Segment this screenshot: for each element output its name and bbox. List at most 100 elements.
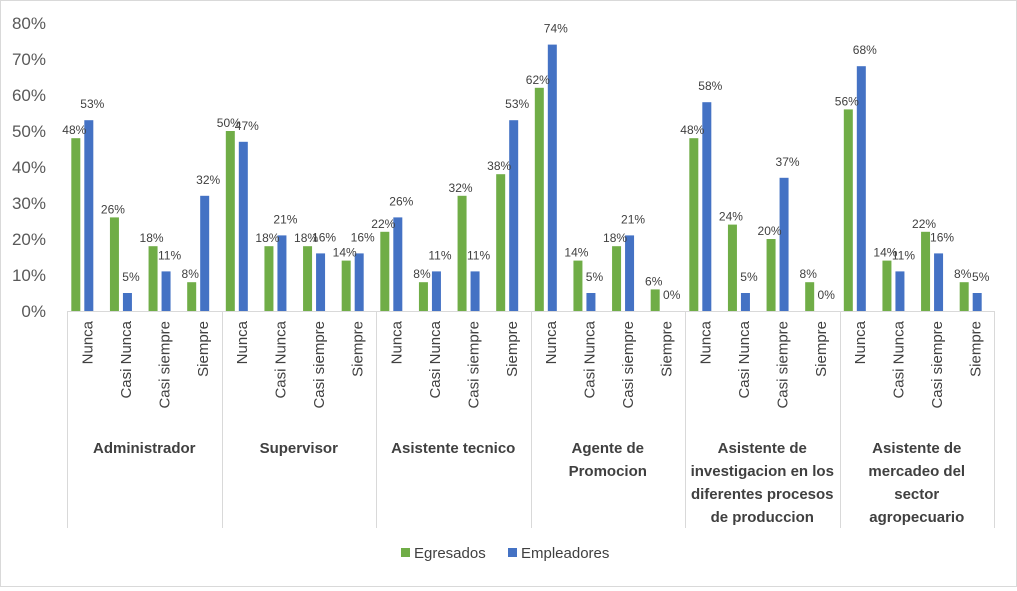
data-label: 48% bbox=[680, 123, 704, 137]
data-label: 22% bbox=[912, 217, 936, 231]
data-label: 18% bbox=[603, 231, 627, 245]
y-tick-label: 50% bbox=[12, 122, 46, 141]
bar-egresados bbox=[496, 174, 506, 311]
x-category-label: Casi Nunca bbox=[427, 320, 444, 398]
data-label: 5% bbox=[586, 270, 604, 284]
data-label: 32% bbox=[449, 181, 473, 195]
bar-egresados bbox=[882, 260, 892, 311]
data-label: 5% bbox=[740, 270, 758, 284]
x-category-label: Casi siempre bbox=[775, 321, 792, 409]
x-group-label: sector bbox=[894, 486, 939, 503]
data-label: 0% bbox=[663, 288, 681, 302]
bar-empleadores bbox=[277, 235, 287, 311]
data-label: 6% bbox=[645, 274, 663, 288]
bar-empleadores bbox=[431, 271, 441, 311]
data-label: 47% bbox=[235, 119, 259, 133]
bar-empleadores bbox=[161, 271, 171, 311]
y-tick-label: 70% bbox=[12, 50, 46, 69]
data-labels: 48% 26% 18% 8% 50% 18% 18% 14% 22% 8% 32% 38% 62% 14%… bbox=[62, 22, 989, 302]
x-category-label: Nunca bbox=[543, 320, 560, 364]
bar-empleadores bbox=[316, 253, 326, 311]
bar-empleadores bbox=[200, 195, 210, 311]
data-label: 53% bbox=[505, 97, 529, 111]
data-label: 5% bbox=[122, 270, 140, 284]
bar-empleadores bbox=[934, 253, 944, 311]
bar-empleadores bbox=[547, 44, 557, 311]
data-label: 50% bbox=[217, 116, 241, 130]
data-label: 53% bbox=[80, 97, 104, 111]
y-axis: 0% 10% 20% 30% 40% 50% 60% 70% 80% bbox=[12, 14, 46, 321]
legend-swatch-empleadores bbox=[508, 548, 517, 557]
x-category-label: Siempre bbox=[350, 321, 367, 377]
x-category-label: Casi siempre bbox=[929, 321, 946, 409]
bar-egresados bbox=[921, 231, 931, 311]
data-label: 56% bbox=[835, 94, 859, 108]
bar-empleadores bbox=[856, 66, 866, 311]
x-group-label: Supervisor bbox=[260, 440, 339, 457]
bar-egresados bbox=[148, 246, 158, 311]
data-label: 16% bbox=[930, 230, 954, 244]
data-label: 58% bbox=[698, 79, 722, 93]
bar-egresados bbox=[380, 231, 390, 311]
x-group-label: Administrador bbox=[93, 440, 196, 457]
data-label: 20% bbox=[758, 224, 782, 238]
data-label: 14% bbox=[873, 246, 897, 260]
data-label: 21% bbox=[621, 212, 645, 226]
x-category-label: Nunca bbox=[852, 320, 869, 364]
y-tick-label: 60% bbox=[12, 86, 46, 105]
bar-egresados bbox=[341, 260, 351, 311]
bar-empleadores bbox=[393, 217, 403, 311]
data-label: 24% bbox=[719, 210, 743, 224]
bar-empleadores bbox=[779, 177, 789, 311]
legend: Egresados Empleadores bbox=[401, 545, 609, 562]
x-category-label: Nunca bbox=[697, 320, 714, 364]
bar-egresados bbox=[843, 109, 853, 312]
data-label: 8% bbox=[413, 267, 431, 281]
bar-empleadores bbox=[354, 253, 364, 311]
data-label: 8% bbox=[800, 267, 818, 281]
x-group-label: agropecuario bbox=[869, 509, 964, 526]
data-label: 14% bbox=[564, 246, 588, 260]
y-tick-label: 20% bbox=[12, 230, 46, 249]
legend-swatch-egresados bbox=[401, 548, 410, 557]
x-group-label: Agente de bbox=[571, 440, 644, 457]
bar-empleadores bbox=[84, 120, 94, 311]
legend-label-empleadores: Empleadores bbox=[521, 545, 609, 562]
bar-empleadores bbox=[625, 235, 635, 311]
data-label: 26% bbox=[389, 194, 413, 208]
x-category-label: Nunca bbox=[79, 320, 96, 364]
data-label: 74% bbox=[544, 22, 568, 36]
x-group-label: Asistente tecnico bbox=[391, 440, 515, 457]
y-tick-label: 30% bbox=[12, 194, 46, 213]
x-category-label: Casi Nunca bbox=[736, 320, 753, 398]
x-group-label: mercadeo del bbox=[868, 463, 965, 480]
x-category-label: Siempre bbox=[968, 321, 985, 377]
x-category-label: Casi Nunca bbox=[890, 320, 907, 398]
data-label: 18% bbox=[140, 231, 164, 245]
bar-egresados bbox=[959, 282, 969, 311]
y-tick-label: 10% bbox=[12, 266, 46, 285]
x-category-label: Casi siempre bbox=[466, 321, 483, 409]
x-group-label: Asistente de bbox=[718, 440, 807, 457]
data-label: 8% bbox=[954, 267, 972, 281]
bar-empleadores bbox=[895, 271, 905, 311]
bar-egresados bbox=[612, 246, 622, 311]
bar-egresados bbox=[573, 260, 583, 311]
bar-empleadores bbox=[238, 141, 248, 311]
bar-egresados bbox=[225, 131, 235, 311]
data-label: 11% bbox=[467, 248, 490, 262]
bars bbox=[71, 44, 982, 312]
x-category-label: Siempre bbox=[504, 321, 521, 377]
data-label: 16% bbox=[312, 230, 336, 244]
bar-egresados bbox=[303, 246, 313, 311]
bar-egresados bbox=[187, 282, 197, 311]
bar-egresados bbox=[534, 87, 544, 311]
x-category-label: Siempre bbox=[195, 321, 212, 377]
bar-empleadores bbox=[470, 271, 480, 311]
bar-egresados bbox=[109, 217, 119, 311]
data-label: 0% bbox=[818, 288, 836, 302]
bar-egresados bbox=[805, 282, 815, 311]
bar-egresados bbox=[418, 282, 428, 311]
